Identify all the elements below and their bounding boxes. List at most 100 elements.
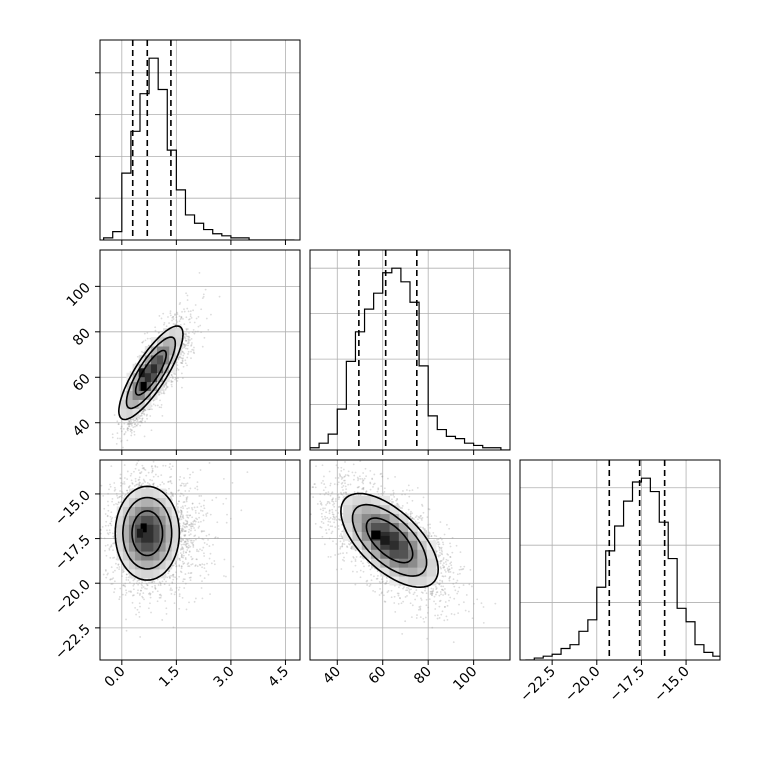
scatter-point xyxy=(139,636,142,638)
scatter-point xyxy=(168,570,171,573)
density-bin xyxy=(132,372,140,383)
density-peak xyxy=(140,381,147,391)
scatter-point xyxy=(151,591,154,593)
scatter-point xyxy=(145,474,148,477)
scatter-point xyxy=(116,437,119,440)
scatter-point xyxy=(129,422,131,425)
scatter-point xyxy=(127,422,130,425)
scatter-point xyxy=(157,331,160,334)
scatter-point xyxy=(186,520,189,523)
scatter-point xyxy=(142,457,144,459)
scatter-point xyxy=(152,399,155,402)
scatter-point xyxy=(123,432,126,435)
scatter-point xyxy=(179,540,182,543)
scatter-point xyxy=(131,601,134,604)
scatter-point xyxy=(205,515,208,517)
scatter-point xyxy=(180,518,183,521)
scatter-point xyxy=(134,423,137,425)
scatter-point xyxy=(214,536,217,539)
scatter-point xyxy=(182,343,185,345)
scatter-point xyxy=(181,505,184,508)
scatter-point xyxy=(198,516,201,519)
scatter-point xyxy=(171,385,173,388)
scatter-point xyxy=(209,552,212,555)
scatter-point xyxy=(132,588,135,591)
scatter-point xyxy=(197,330,199,333)
scatter-point xyxy=(188,476,191,479)
scatter-point xyxy=(98,608,100,610)
scatter-point xyxy=(113,587,116,590)
scatter-point xyxy=(172,573,175,576)
scatter-point xyxy=(185,347,187,350)
scatter-point xyxy=(186,496,189,498)
scatter-point xyxy=(137,479,140,481)
scatter-point xyxy=(100,537,103,540)
scatter-point xyxy=(207,328,210,331)
scatter-point xyxy=(126,470,129,473)
scatter-point xyxy=(129,418,132,421)
scatter-point xyxy=(194,523,196,526)
scatter-point xyxy=(118,598,121,601)
scatter-point xyxy=(125,578,128,581)
scatter-point xyxy=(197,536,200,539)
scatter-point xyxy=(169,480,172,483)
scatter-point xyxy=(152,403,155,406)
scatter-point xyxy=(178,356,181,359)
scatter-point xyxy=(164,381,167,384)
scatter-point xyxy=(174,313,176,315)
scatter-point xyxy=(222,477,225,480)
scatter-point xyxy=(139,414,142,417)
scatter-point xyxy=(123,481,126,483)
scatter-point xyxy=(187,517,190,519)
scatter-point xyxy=(191,331,194,333)
histogram-step-line xyxy=(310,267,510,450)
scatter-point xyxy=(151,465,153,467)
scatter-point xyxy=(182,554,185,557)
scatter-point xyxy=(164,383,167,386)
scatter-point xyxy=(171,589,173,591)
scatter-point xyxy=(108,529,111,532)
scatter-point xyxy=(133,430,136,433)
scatter-point xyxy=(182,524,184,527)
scatter-point xyxy=(152,483,155,485)
scatter-point xyxy=(160,403,163,406)
scatter-point xyxy=(153,580,156,583)
scatter-point xyxy=(182,543,185,546)
density-bin xyxy=(169,328,176,338)
scatter-point xyxy=(131,418,134,421)
scatter-point xyxy=(186,507,189,510)
scatter-point xyxy=(167,316,169,318)
scatter-point xyxy=(198,495,201,497)
scatter-point xyxy=(160,406,163,409)
scatter-point xyxy=(179,495,182,498)
scatter-point xyxy=(174,323,176,326)
scatter-point xyxy=(176,321,179,323)
scatter-point xyxy=(132,579,135,582)
scatter-point xyxy=(175,319,178,322)
scatter-point xyxy=(142,411,144,413)
scatter-point xyxy=(121,496,123,499)
scatter-point xyxy=(184,530,187,533)
scatter-point xyxy=(176,367,179,370)
scatter-point xyxy=(191,516,194,519)
scatter-point xyxy=(186,328,189,330)
scatter-point xyxy=(184,530,187,532)
scatter-point xyxy=(143,412,145,415)
scatter-point xyxy=(185,339,188,342)
scatter-point xyxy=(144,587,147,590)
scatter-point xyxy=(142,410,145,412)
scatter-point xyxy=(179,514,182,517)
scatter-point xyxy=(165,580,167,583)
scatter-point xyxy=(136,483,139,486)
scatter-point xyxy=(166,576,169,579)
scatter-point xyxy=(123,584,126,587)
scatter-point xyxy=(196,518,199,521)
scatter-point xyxy=(142,467,145,469)
scatter-point xyxy=(189,539,192,542)
scatter-point xyxy=(193,519,196,522)
scatter-point xyxy=(178,517,181,520)
scatter-point xyxy=(189,473,192,476)
density-bin xyxy=(144,399,152,409)
scatter-point xyxy=(107,524,110,527)
scatter-point xyxy=(194,487,197,490)
